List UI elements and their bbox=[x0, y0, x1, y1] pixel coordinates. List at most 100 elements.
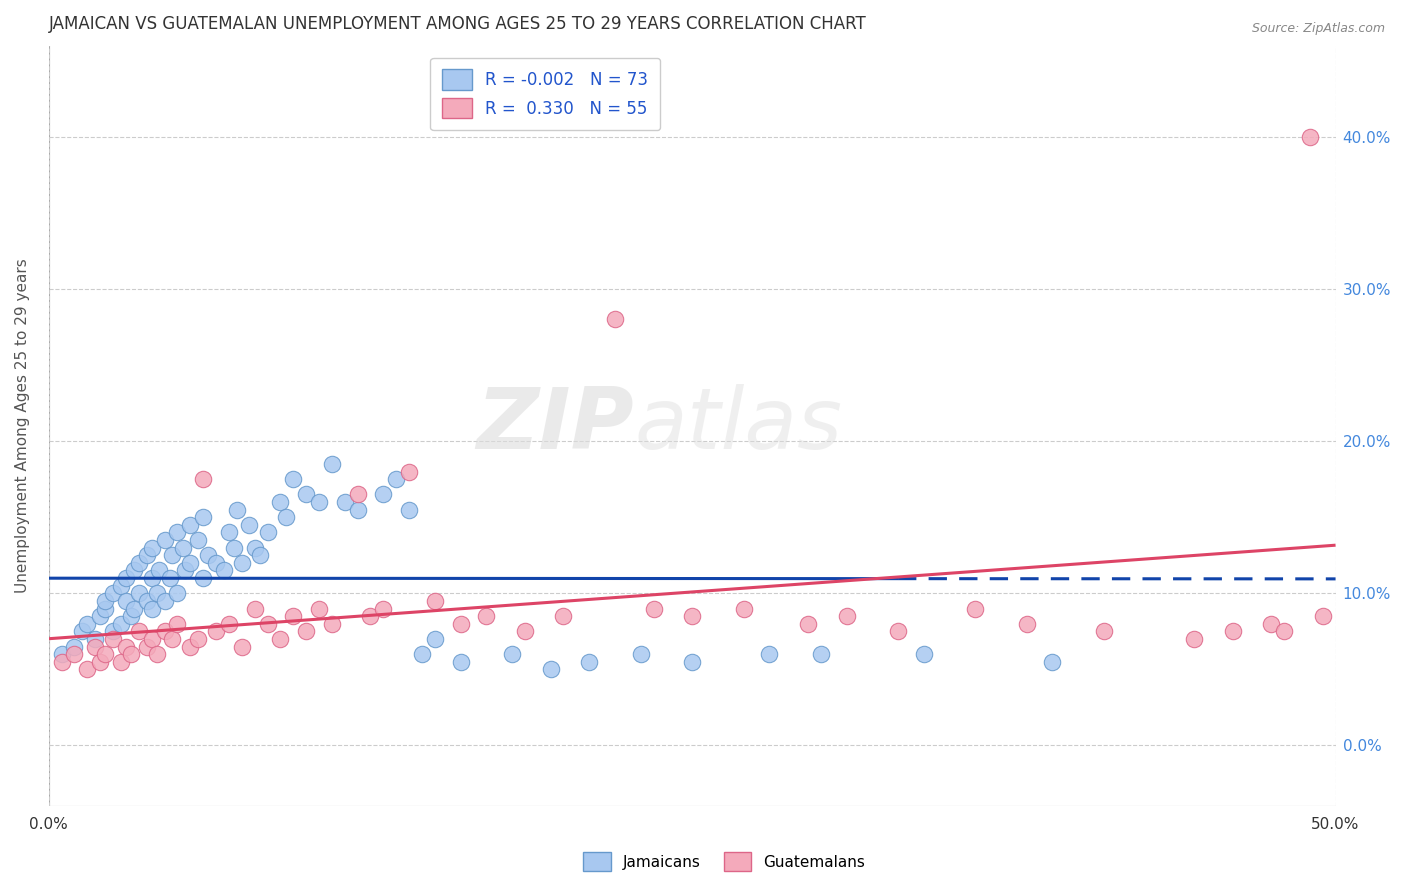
Point bbox=[256, 525, 278, 540]
Point bbox=[385, 472, 408, 486]
Point bbox=[243, 601, 266, 615]
Point bbox=[146, 647, 169, 661]
Point bbox=[333, 495, 356, 509]
Point bbox=[120, 647, 142, 661]
Y-axis label: Unemployment Among Ages 25 to 29 years: Unemployment Among Ages 25 to 29 years bbox=[15, 259, 30, 593]
Point bbox=[553, 609, 575, 624]
Point bbox=[1312, 609, 1334, 624]
Point bbox=[141, 571, 163, 585]
Point bbox=[274, 510, 297, 524]
Point bbox=[238, 517, 260, 532]
Point bbox=[128, 556, 150, 570]
Point bbox=[159, 571, 181, 585]
Point bbox=[166, 525, 188, 540]
Point bbox=[174, 564, 197, 578]
Point bbox=[423, 632, 446, 646]
Point bbox=[128, 624, 150, 639]
Point bbox=[110, 579, 132, 593]
Point bbox=[797, 616, 820, 631]
Point bbox=[141, 601, 163, 615]
Point bbox=[115, 640, 138, 654]
Point bbox=[321, 616, 343, 631]
Point bbox=[513, 624, 536, 639]
Point bbox=[135, 549, 157, 563]
Point bbox=[141, 632, 163, 646]
Point bbox=[218, 525, 240, 540]
Point bbox=[283, 609, 305, 624]
Point bbox=[450, 616, 472, 631]
Point bbox=[162, 632, 184, 646]
Point bbox=[115, 571, 138, 585]
Point bbox=[76, 616, 98, 631]
Point bbox=[166, 586, 188, 600]
Point bbox=[1272, 624, 1295, 639]
Point bbox=[540, 662, 562, 676]
Point bbox=[191, 510, 214, 524]
Point bbox=[643, 601, 665, 615]
Point bbox=[603, 312, 626, 326]
Point bbox=[681, 609, 703, 624]
Legend: Jamaicans, Guatemalans: Jamaicans, Guatemalans bbox=[576, 847, 872, 877]
Point bbox=[153, 624, 176, 639]
Point bbox=[191, 571, 214, 585]
Point bbox=[51, 655, 73, 669]
Point bbox=[733, 601, 755, 615]
Point bbox=[110, 655, 132, 669]
Point bbox=[218, 616, 240, 631]
Legend: R = -0.002   N = 73, R =  0.330   N = 55: R = -0.002 N = 73, R = 0.330 N = 55 bbox=[430, 58, 659, 130]
Point bbox=[122, 601, 145, 615]
Point bbox=[135, 640, 157, 654]
Point bbox=[162, 549, 184, 563]
Point bbox=[197, 549, 219, 563]
Point bbox=[321, 457, 343, 471]
Point bbox=[94, 647, 117, 661]
Point bbox=[501, 647, 523, 661]
Point bbox=[89, 609, 111, 624]
Point bbox=[243, 541, 266, 555]
Point bbox=[578, 655, 600, 669]
Point bbox=[346, 502, 368, 516]
Point bbox=[120, 609, 142, 624]
Text: JAMAICAN VS GUATEMALAN UNEMPLOYMENT AMONG AGES 25 TO 29 YEARS CORRELATION CHART: JAMAICAN VS GUATEMALAN UNEMPLOYMENT AMON… bbox=[49, 15, 866, 33]
Point bbox=[179, 556, 201, 570]
Point bbox=[148, 564, 170, 578]
Point bbox=[63, 640, 86, 654]
Text: ZIP: ZIP bbox=[477, 384, 634, 467]
Point bbox=[475, 609, 498, 624]
Point bbox=[373, 601, 395, 615]
Point bbox=[835, 609, 858, 624]
Point bbox=[110, 616, 132, 631]
Point bbox=[179, 517, 201, 532]
Point bbox=[1092, 624, 1115, 639]
Point bbox=[1222, 624, 1244, 639]
Point bbox=[283, 472, 305, 486]
Point bbox=[84, 640, 107, 654]
Point bbox=[269, 632, 291, 646]
Point bbox=[101, 586, 124, 600]
Point bbox=[115, 594, 138, 608]
Point bbox=[135, 594, 157, 608]
Point bbox=[172, 541, 194, 555]
Point bbox=[1260, 616, 1282, 631]
Point bbox=[308, 495, 330, 509]
Text: Source: ZipAtlas.com: Source: ZipAtlas.com bbox=[1251, 22, 1385, 36]
Point bbox=[187, 533, 209, 547]
Point bbox=[231, 556, 253, 570]
Point bbox=[810, 647, 832, 661]
Point bbox=[398, 502, 420, 516]
Point bbox=[681, 655, 703, 669]
Point bbox=[153, 594, 176, 608]
Point bbox=[249, 549, 271, 563]
Text: atlas: atlas bbox=[634, 384, 842, 467]
Point bbox=[398, 465, 420, 479]
Point bbox=[359, 609, 381, 624]
Point bbox=[308, 601, 330, 615]
Point bbox=[231, 640, 253, 654]
Point bbox=[887, 624, 910, 639]
Point bbox=[191, 472, 214, 486]
Point bbox=[295, 487, 318, 501]
Point bbox=[89, 655, 111, 669]
Point bbox=[122, 564, 145, 578]
Point bbox=[205, 556, 228, 570]
Point bbox=[758, 647, 780, 661]
